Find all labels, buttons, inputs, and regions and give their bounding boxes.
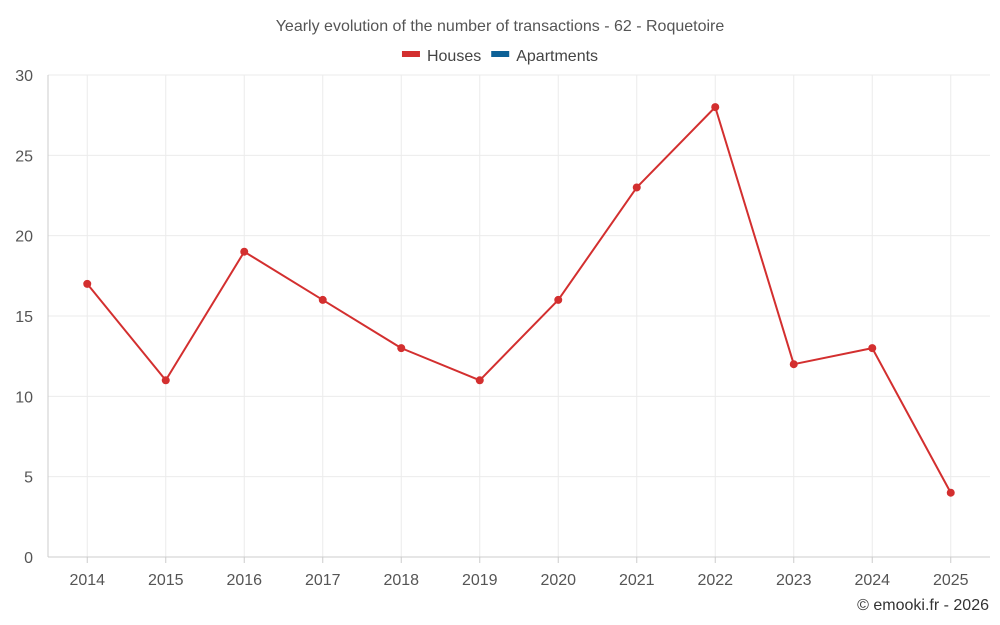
x-tick-label: 2022: [697, 572, 733, 589]
data-point-houses-2025[interactable]: [946, 488, 955, 497]
y-tick-label: 5: [24, 470, 33, 487]
series-line-houses: [86, 106, 952, 494]
chart-title: Yearly evolution of the number of transa…: [276, 18, 725, 35]
data-point-houses-2020[interactable]: [554, 295, 563, 304]
data-point-houses-2022[interactable]: [711, 103, 720, 112]
y-tick-label: 0: [24, 550, 33, 567]
data-point-houses-2024[interactable]: [868, 344, 877, 353]
legend-label: Apartments: [516, 48, 598, 65]
footer-credit: © emooki.fr - 2026: [857, 597, 989, 614]
data-point-houses-2019[interactable]: [475, 376, 484, 385]
x-tick-label: 2025: [933, 572, 969, 589]
data-point-houses-2014[interactable]: [83, 279, 92, 288]
x-tick-label: 2015: [148, 572, 184, 589]
x-tick-label: 2020: [540, 572, 576, 589]
x-tick-label: 2014: [69, 572, 105, 589]
data-point-houses-2018[interactable]: [397, 344, 406, 353]
legend-item-houses[interactable]: Houses: [401, 48, 481, 65]
x-tick-label: 2019: [462, 572, 498, 589]
legend-item-apartments[interactable]: Apartments: [491, 48, 598, 65]
y-tick-label: 30: [15, 68, 33, 85]
x-tick-label: 2024: [854, 572, 890, 589]
data-point-houses-2015[interactable]: [161, 376, 170, 385]
y-tick-label: 15: [15, 309, 33, 326]
legend-label: Houses: [427, 48, 481, 65]
y-tick-label: 25: [15, 148, 33, 165]
legend-swatch: [491, 51, 510, 57]
series-layer: [83, 103, 955, 497]
x-tick-label: 2023: [776, 572, 812, 589]
legend-swatch: [401, 51, 420, 57]
legend: Houses Apartments: [401, 48, 598, 65]
x-tick-label: 2021: [619, 572, 655, 589]
data-point-houses-2017[interactable]: [318, 295, 327, 304]
y-tick-label: 10: [15, 389, 33, 406]
data-point-houses-2023[interactable]: [789, 360, 798, 369]
x-tick-label: 2018: [383, 572, 419, 589]
x-tick-label: 2016: [226, 572, 262, 589]
x-tick-label: 2017: [305, 572, 341, 589]
grid: [48, 74, 990, 557]
data-point-houses-2021[interactable]: [632, 183, 641, 192]
data-point-houses-2016[interactable]: [240, 247, 249, 256]
y-tick-label: 20: [15, 229, 33, 246]
